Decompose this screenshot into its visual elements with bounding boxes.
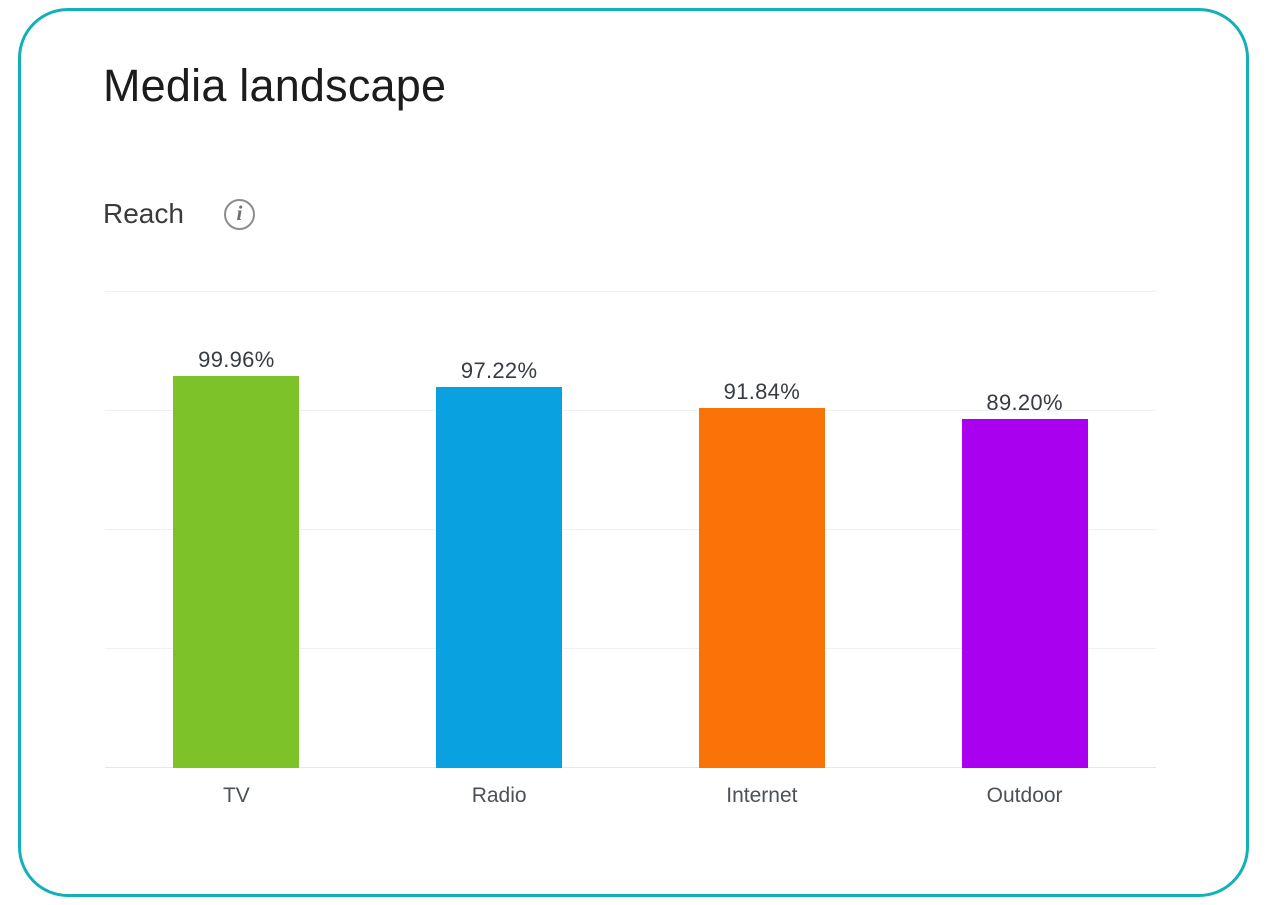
x-label-radio: Radio: [471, 784, 527, 807]
bar-group-tv: 99.96%: [105, 292, 368, 768]
info-icon-glyph: i: [236, 200, 243, 225]
x-label-internet: Internet: [726, 784, 798, 807]
bar-group-radio: 97.22%: [368, 292, 631, 768]
info-icon[interactable]: i: [223, 198, 255, 230]
bar-value-label-internet: 91.84%: [723, 379, 801, 405]
gridline: [105, 291, 1156, 292]
bar-group-internet: 91.84%: [631, 292, 894, 768]
bar-tv[interactable]: [173, 376, 300, 768]
x-label-outdoor: Outdoor: [986, 784, 1063, 807]
bar-internet[interactable]: [698, 408, 825, 768]
gridlines: [105, 291, 1156, 768]
bar-value-label-radio: 97.22%: [460, 358, 538, 384]
x-axis-labels: TV Radio Internet Outdoor: [105, 768, 1156, 808]
gridline: [105, 648, 1156, 649]
metric-row: Reach i: [103, 197, 1246, 231]
page-title: Media landscape: [103, 60, 447, 111]
metric-label: Reach: [103, 198, 184, 229]
gridline: [105, 529, 1156, 530]
reach-bar-chart: 99.96% 97.22% 91.84% 89.20% TV Radio Internet…: [105, 291, 1156, 808]
x-label-tv: TV: [222, 784, 250, 807]
bar-group-outdoor: 89.20%: [893, 292, 1156, 768]
bar-value-label-outdoor: 89.20%: [986, 389, 1063, 415]
media-landscape-card: Media landscape Reach i 99.96% 97.22% 91.8…: [18, 8, 1249, 897]
bar-radio[interactable]: [436, 387, 563, 768]
plot-area: 99.96% 97.22% 91.84% 89.20%: [105, 291, 1156, 768]
bar-outdoor[interactable]: [961, 418, 1088, 768]
bar-value-label-tv: 99.96%: [198, 347, 275, 373]
gridline: [105, 767, 1156, 768]
gridline: [105, 410, 1156, 411]
bar-columns: 99.96% 97.22% 91.84% 89.20%: [105, 292, 1156, 768]
